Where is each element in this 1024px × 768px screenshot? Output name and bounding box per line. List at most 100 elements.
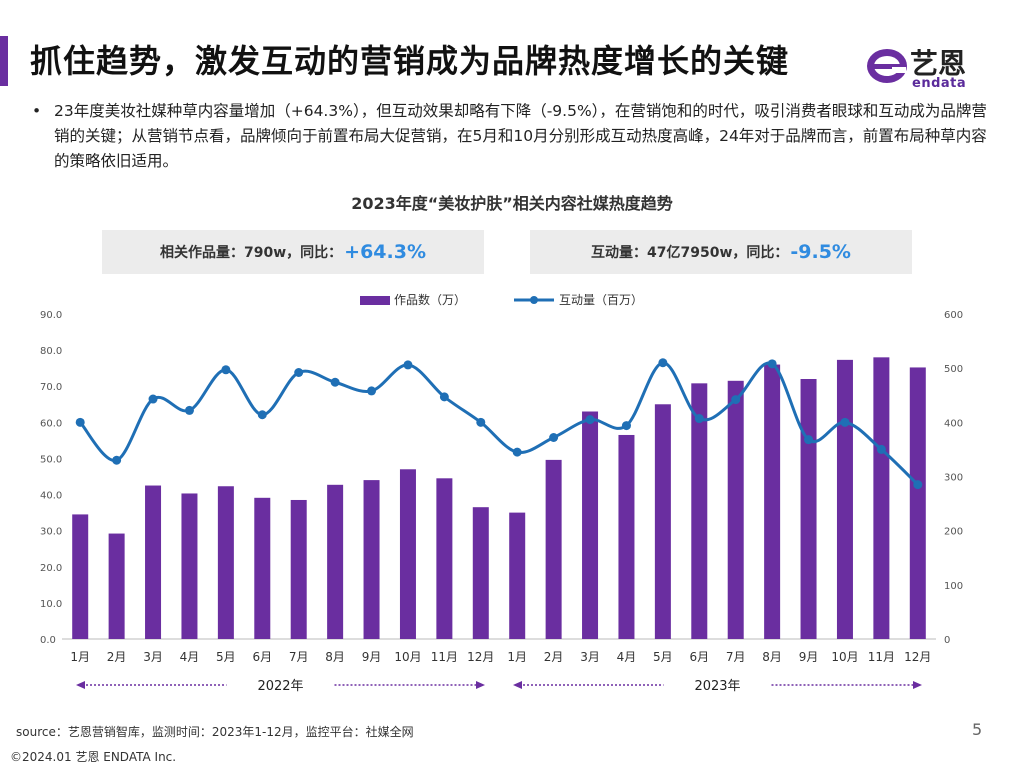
bar-15	[582, 411, 599, 639]
y-left-tick: 40.0	[40, 491, 62, 502]
bar-1	[72, 514, 89, 639]
kpi-works-value: +64.3%	[344, 241, 426, 263]
title-accent-bar	[0, 36, 8, 86]
bar-9	[363, 480, 380, 639]
x-tick-label: 8月	[325, 650, 345, 664]
x-tick-label: 3月	[143, 650, 163, 664]
line-point-7	[294, 368, 304, 377]
bar-23	[873, 357, 890, 639]
line-point-8	[330, 377, 340, 387]
bar-3	[145, 485, 162, 639]
bar-14	[545, 459, 562, 639]
y-right-tick: 0	[944, 635, 950, 646]
legend-line-marker	[530, 296, 538, 304]
x-tick-label: 8月	[762, 650, 782, 664]
kpi-interaction-value: -9.5%	[790, 241, 851, 263]
y-left-tick: 70.0	[40, 382, 62, 393]
bar-5	[217, 486, 234, 639]
page-number: 5	[972, 720, 983, 739]
arrow-left-icon	[76, 681, 85, 689]
bar-18	[691, 383, 708, 639]
line-point-16	[621, 421, 631, 431]
year-group-label: 2023年	[694, 679, 740, 694]
year-group-label: 2022年	[257, 679, 303, 694]
line-point-4	[184, 405, 194, 415]
x-tick-label: 12月	[904, 650, 931, 664]
line-point-11	[439, 392, 449, 402]
y-left-tick: 80.0	[40, 346, 62, 357]
line-point-24	[913, 480, 923, 490]
x-tick-label: 6月	[689, 650, 709, 664]
y-right-tick: 600	[944, 310, 963, 321]
bar-13	[509, 512, 526, 639]
line-point-23	[876, 444, 886, 454]
x-tick-label: 2月	[544, 650, 564, 664]
line-point-9	[367, 386, 377, 396]
y-left-tick: 0.0	[40, 635, 56, 646]
bar-22	[836, 359, 853, 639]
arrow-right-icon	[476, 681, 485, 689]
y-left-tick: 30.0	[40, 527, 62, 538]
x-tick-label: 5月	[216, 650, 236, 664]
kpi-interaction-label: 互动量：47亿7950w，同比：	[591, 245, 789, 261]
y-right-tick: 300	[944, 473, 963, 484]
x-tick-label: 1月	[70, 650, 90, 664]
x-tick-label: 5月	[653, 650, 673, 664]
x-tick-label: 7月	[289, 650, 309, 664]
x-tick-label: 3月	[580, 650, 600, 664]
y-right-tick: 100	[944, 581, 963, 592]
copyright: ©2024.01 艺恩 ENDATA Inc.	[10, 750, 177, 764]
line-point-10	[403, 360, 413, 370]
bar-8	[327, 484, 344, 639]
logo-text: 艺恩	[910, 47, 967, 80]
bar-12	[472, 507, 489, 639]
line-point-22	[840, 417, 850, 427]
line-point-15	[585, 415, 595, 425]
bar-7	[290, 499, 307, 639]
source-note: source：艺恩营销智库，监测时间：2023年1-12月，监控平台：社媒全网	[16, 725, 414, 739]
combo-chart: 作品数（万） 互动量（百万） 0.0 10.0 20.0 30.0 40.0 50.0 60.0…	[40, 292, 963, 694]
arrow-left-icon	[513, 681, 522, 689]
bar-10	[399, 469, 416, 639]
y-left-tick: 60.0	[40, 418, 62, 429]
summary-text: 23年度美妆社媒种草内容量增加（+64.3%），但互动效果却略有下降（-9.5%…	[54, 102, 987, 170]
chart-title: 2023年度“美妆护肤”相关内容社媒热度趋势	[351, 194, 673, 213]
y-left-tick: 50.0	[40, 454, 62, 465]
x-tick-label: 4月	[180, 650, 200, 664]
bar-2	[108, 533, 125, 639]
page-title: 抓住趋势，激发互动的营销成为品牌热度增长的关键	[30, 42, 790, 80]
x-tick-label: 1月	[507, 650, 527, 664]
x-tick-label: 11月	[868, 650, 895, 664]
line-point-14	[549, 433, 559, 442]
line-point-19	[731, 395, 741, 405]
x-tick-label: 10月	[394, 650, 421, 664]
endata-logo-mark-icon	[867, 49, 907, 83]
bar-6	[254, 497, 271, 639]
bar-17	[654, 404, 671, 639]
x-tick-label: 6月	[252, 650, 272, 664]
x-tick-label: 9月	[362, 650, 382, 664]
x-tick-label: 10月	[831, 650, 858, 664]
x-tick-label: 9月	[799, 650, 819, 664]
line-point-5	[221, 365, 231, 375]
legend-line-label: 互动量（百万）	[559, 293, 643, 307]
line-point-2	[112, 455, 122, 465]
bar-11	[436, 478, 453, 639]
kpi-works: 相关作品量：790w，同比： +64.3%	[102, 230, 484, 274]
interaction-line	[79, 361, 919, 486]
x-tick-label: 2月	[107, 650, 127, 664]
line-point-18	[694, 414, 704, 424]
legend-bar-swatch	[360, 296, 390, 305]
arrow-right-icon	[913, 681, 922, 689]
kpi-works-label: 相关作品量：790w，同比：	[159, 245, 343, 261]
line-point-3	[148, 394, 158, 404]
y-right-tick: 400	[944, 418, 963, 429]
bar-24	[909, 367, 926, 639]
line-point-13	[512, 447, 522, 457]
endata-logo	[867, 49, 907, 83]
bar-4	[181, 493, 198, 639]
y-left-tick: 10.0	[40, 599, 62, 610]
line-point-6	[257, 410, 267, 420]
bullet-dot: •	[32, 102, 42, 120]
line-point-1	[75, 417, 85, 427]
